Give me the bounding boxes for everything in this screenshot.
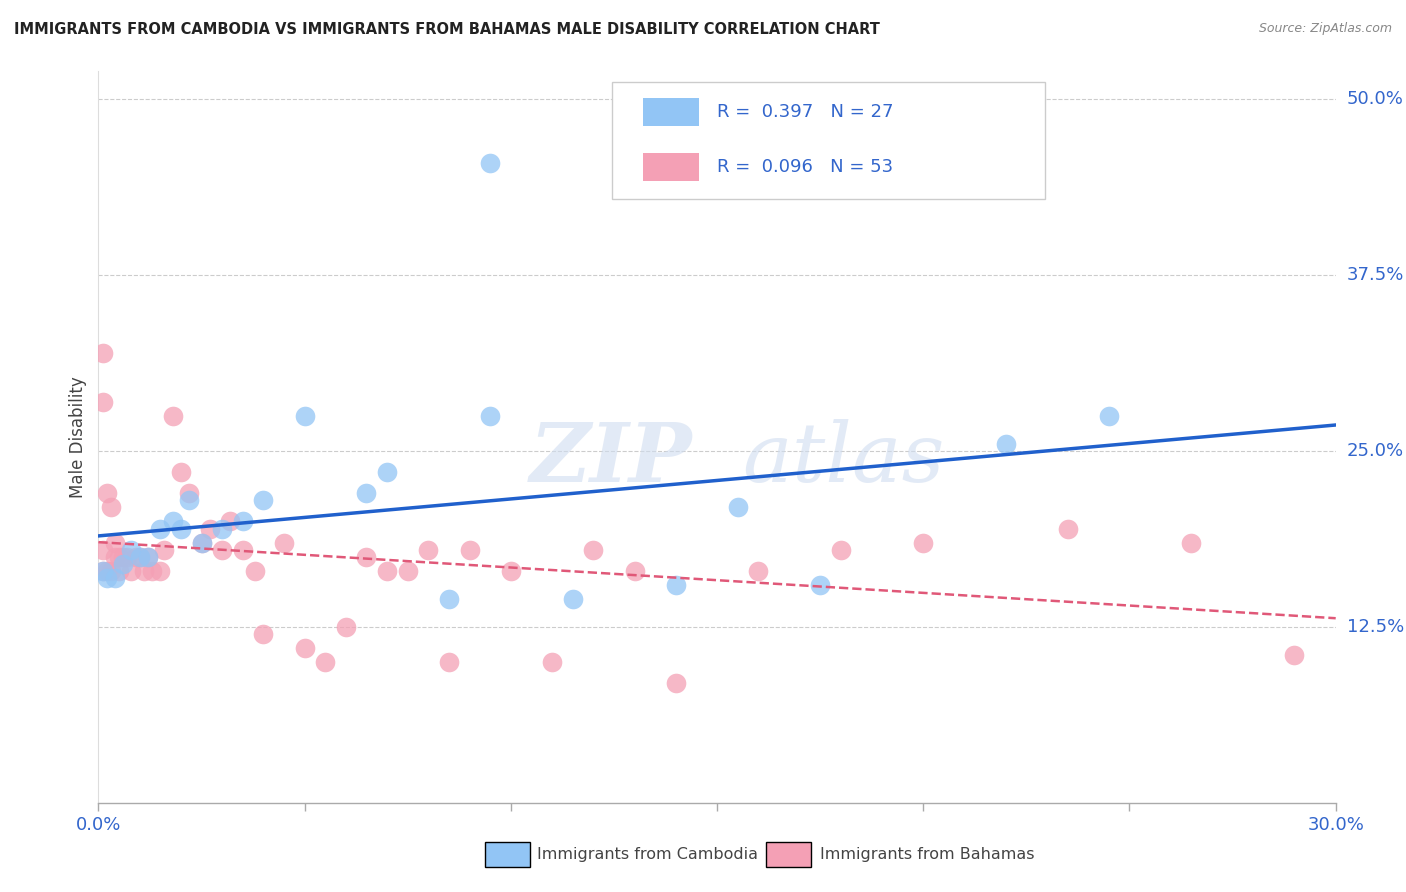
Point <box>1180 535 1202 549</box>
Point <box>91 345 114 359</box>
Point <box>211 542 233 557</box>
Point <box>314 655 336 669</box>
Point <box>561 591 583 606</box>
Point <box>808 578 831 592</box>
Point <box>830 542 852 557</box>
Point <box>356 549 378 564</box>
Point <box>120 542 142 557</box>
Point <box>162 409 184 423</box>
Point <box>108 549 131 564</box>
Point <box>141 564 163 578</box>
Point <box>91 564 114 578</box>
Point <box>396 564 419 578</box>
Point <box>335 620 357 634</box>
Point <box>273 535 295 549</box>
Text: Immigrants from Cambodia: Immigrants from Cambodia <box>537 847 758 862</box>
Point <box>170 465 193 479</box>
Point <box>243 564 266 578</box>
Point <box>437 655 460 669</box>
Point <box>124 549 146 564</box>
Y-axis label: Male Disability: Male Disability <box>69 376 87 498</box>
Point <box>437 591 460 606</box>
Point <box>375 465 398 479</box>
Point <box>582 542 605 557</box>
Point <box>1056 521 1078 535</box>
Point <box>136 549 159 564</box>
Point <box>541 655 564 669</box>
Text: atlas: atlas <box>742 419 945 499</box>
Point <box>96 571 118 585</box>
Point <box>665 578 688 592</box>
Point <box>190 535 212 549</box>
Text: 50.0%: 50.0% <box>1347 90 1403 109</box>
Point <box>190 535 212 549</box>
Point <box>356 486 378 500</box>
Text: Source: ZipAtlas.com: Source: ZipAtlas.com <box>1258 22 1392 36</box>
Point <box>994 437 1017 451</box>
Text: 37.5%: 37.5% <box>1347 267 1405 285</box>
Point <box>179 486 201 500</box>
Point <box>128 549 150 564</box>
Text: 25.0%: 25.0% <box>1347 442 1405 460</box>
Point <box>623 564 645 578</box>
Point <box>104 549 127 564</box>
Point <box>665 676 688 690</box>
Point <box>91 395 114 409</box>
Point <box>96 564 118 578</box>
Point <box>252 493 274 508</box>
Point <box>153 542 176 557</box>
Point <box>149 521 172 535</box>
Point <box>375 564 398 578</box>
Text: ZIP: ZIP <box>530 419 692 499</box>
Point <box>100 564 122 578</box>
Point <box>747 564 769 578</box>
Point <box>1098 409 1121 423</box>
Text: R =  0.397   N = 27: R = 0.397 N = 27 <box>717 103 894 121</box>
Point <box>252 627 274 641</box>
Point <box>128 549 150 564</box>
Point <box>179 493 201 508</box>
Text: 12.5%: 12.5% <box>1347 618 1405 636</box>
Text: Immigrants from Bahamas: Immigrants from Bahamas <box>820 847 1035 862</box>
Point <box>418 542 440 557</box>
Point <box>912 535 935 549</box>
Point <box>198 521 221 535</box>
Point <box>294 409 316 423</box>
Point <box>1284 648 1306 662</box>
Point <box>112 549 135 564</box>
Point <box>219 515 242 529</box>
FancyBboxPatch shape <box>612 82 1045 200</box>
Text: IMMIGRANTS FROM CAMBODIA VS IMMIGRANTS FROM BAHAMAS MALE DISABILITY CORRELATION : IMMIGRANTS FROM CAMBODIA VS IMMIGRANTS F… <box>14 22 880 37</box>
Point <box>136 549 159 564</box>
FancyBboxPatch shape <box>643 98 699 127</box>
Point <box>479 409 502 423</box>
Point <box>211 521 233 535</box>
FancyBboxPatch shape <box>643 153 699 181</box>
Text: R =  0.096   N = 53: R = 0.096 N = 53 <box>717 158 893 177</box>
Point <box>458 542 481 557</box>
Point <box>294 641 316 656</box>
Point <box>132 564 155 578</box>
Point <box>104 535 127 549</box>
Point <box>117 549 139 564</box>
Point <box>96 486 118 500</box>
Point <box>232 542 254 557</box>
Point <box>112 557 135 571</box>
Point <box>162 515 184 529</box>
Point <box>100 500 122 515</box>
Point <box>108 564 131 578</box>
Point <box>499 564 522 578</box>
Point <box>232 515 254 529</box>
Point <box>149 564 172 578</box>
Point <box>727 500 749 515</box>
Point <box>479 156 502 170</box>
Point <box>91 542 114 557</box>
Point <box>170 521 193 535</box>
Point <box>104 571 127 585</box>
Point <box>91 564 114 578</box>
Point <box>120 564 142 578</box>
